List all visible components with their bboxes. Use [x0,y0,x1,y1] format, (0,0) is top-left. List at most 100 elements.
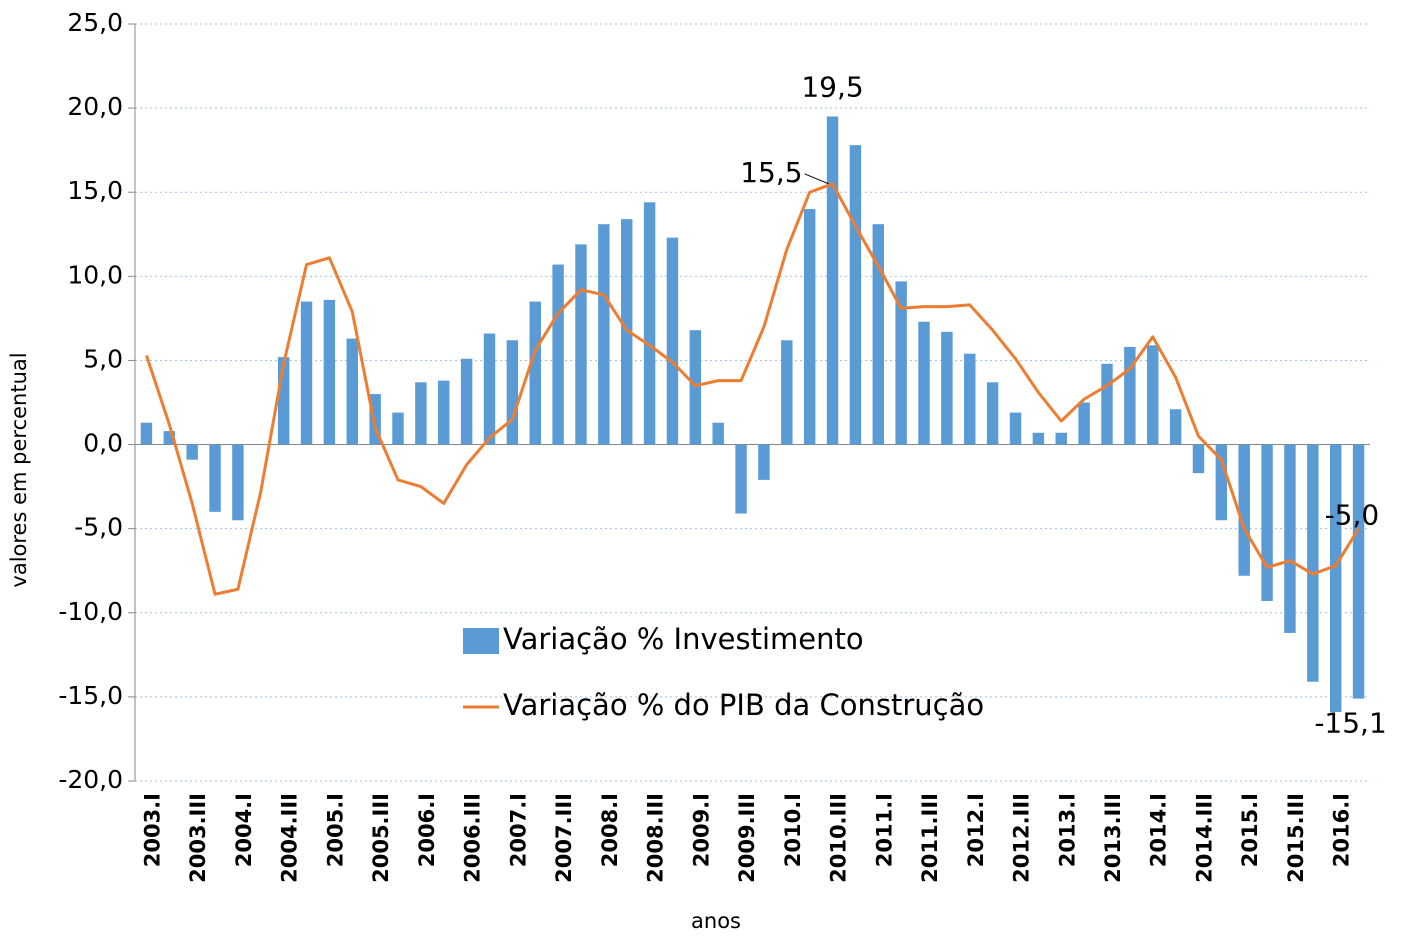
x-tick-label: 2004.I [232,793,256,867]
bar [1192,444,1205,474]
bar [689,330,702,445]
x-tick-label: 2010.I [781,793,805,867]
x-tick-label: 2014.I [1147,793,1171,867]
bar [986,382,999,445]
x-tick-label: 2005.III [369,793,393,883]
x-tick-label: 2008.III [644,793,668,883]
data-label: -15,1 [1314,707,1386,740]
x-axis-label: anos [691,909,741,933]
bar [140,422,153,445]
bar [506,340,519,445]
leader-line [804,173,829,185]
x-tick-label: 2007.III [552,793,576,883]
data-label: 15,5 [740,156,802,189]
x-tick-label: 2003.III [186,793,210,883]
x-tick-label: 2006.III [461,793,485,883]
bar [849,145,862,445]
bar [163,431,176,445]
bar [1009,412,1022,445]
y-tick-label: -5,0 [74,513,123,542]
x-tick-label: 2013.III [1101,793,1125,883]
y-tick-label: 25,0 [67,8,123,37]
bar [1055,432,1067,445]
bar [598,224,610,445]
bar [300,301,313,445]
bar [712,422,724,445]
bar [666,237,679,445]
bar [1101,363,1113,445]
bar [941,331,953,445]
bar [1284,444,1296,633]
bar [1124,346,1136,445]
y-tick-label: 5,0 [83,344,123,373]
legend-label: Variação % Investimento [503,622,864,656]
bar [1032,432,1045,445]
x-tick-label: 2003.I [140,793,164,867]
bar [1169,409,1182,445]
bar [415,382,427,445]
x-tick-label: 2005.I [323,793,347,867]
bar [438,380,450,445]
x-tick-label: 2007.I [506,793,530,867]
x-tick-label: 2015.III [1284,793,1308,883]
x-tick-label: 2010.III [827,793,851,883]
x-tick-label: 2006.I [415,793,439,867]
bar [369,394,381,445]
y-tick-label: 0,0 [83,429,123,458]
x-tick-label: 2008.I [598,793,622,867]
data-label: -5,0 [1325,499,1380,532]
bar [1147,345,1159,445]
bar [895,281,907,445]
bar [643,202,656,445]
bar [529,301,541,445]
data-label: 19,5 [801,71,863,104]
bar [1261,444,1273,602]
y-axis-label: valores em percentual [7,352,31,587]
x-tick-label: 2015.I [1238,793,1262,867]
bar [735,444,747,514]
bar [575,244,587,445]
bar [826,116,839,445]
x-tick-label: 2016.I [1330,793,1354,867]
bar [232,444,244,521]
bar [552,264,564,445]
y-tick-label: 10,0 [67,260,123,289]
bar [803,209,816,445]
bar [392,412,404,445]
x-tick-label: 2009.III [735,793,759,883]
legend-label: Variação % do PIB da Construção [503,688,984,722]
x-tick-label: 2013.I [1055,793,1079,867]
bar [1238,444,1250,576]
line [145,182,1360,596]
bar [1078,402,1090,445]
x-tick-label: 2012.I [964,793,988,867]
bar [209,444,221,512]
bar [1215,444,1228,521]
x-tick-label: 2009.I [689,793,713,867]
bar [964,353,976,445]
bar [758,444,770,480]
bar [781,340,793,445]
bar [872,224,885,445]
bar [346,338,358,445]
y-tick-label: -15,0 [58,681,123,710]
x-tick-label: 2014.III [1192,793,1216,883]
bar [460,358,473,445]
x-tick-label: 2012.III [1010,793,1034,883]
bar [323,299,336,445]
y-tick-label: 15,0 [67,176,123,205]
bar [1307,444,1319,682]
y-tick-label: -10,0 [58,597,123,626]
y-tick-label: -20,0 [58,765,123,794]
bar [277,357,290,445]
x-tick-label: 2011.I [872,793,896,867]
bar [918,321,930,445]
bar [1329,444,1342,713]
bar [1352,444,1365,699]
legend-swatch [463,628,499,654]
x-tick-label: 2004.III [278,793,302,883]
x-tick-label: 2011.III [918,793,942,883]
y-tick-label: 20,0 [67,92,123,121]
bar [186,444,198,460]
